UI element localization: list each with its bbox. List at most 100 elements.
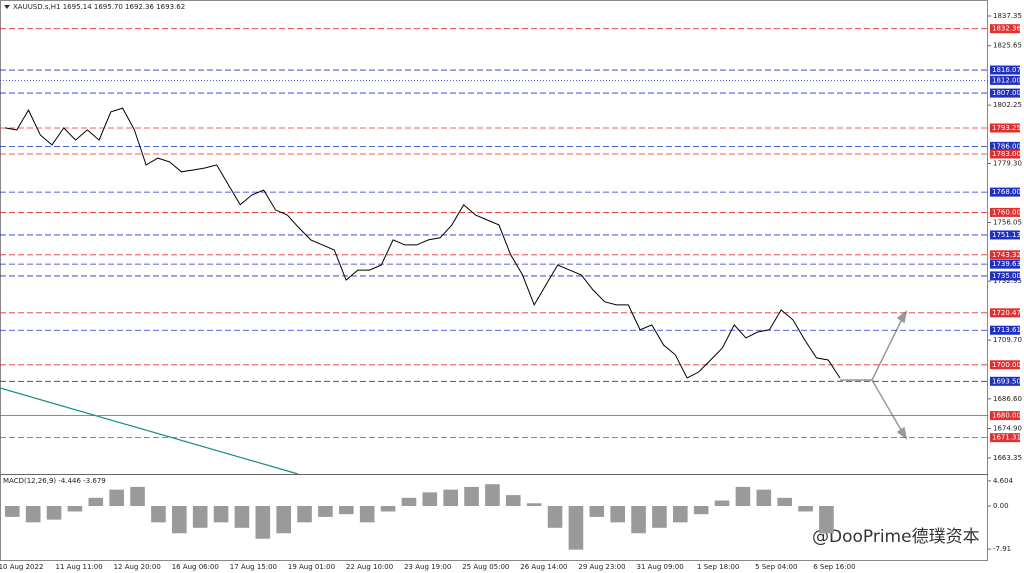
level-label-bg: [990, 250, 1020, 260]
macd-bar: [255, 506, 271, 539]
trend-line: [0, 387, 299, 475]
y-tick-label: 1756.05: [993, 218, 1022, 226]
macd-bar: [25, 506, 41, 523]
macd-bar: [151, 506, 166, 523]
x-tick-label: 29 Aug 23:00: [578, 563, 625, 571]
watermark: @DooPrime德璞资本: [812, 527, 980, 547]
macd-bar: [109, 489, 124, 506]
macd-bar: [756, 489, 772, 506]
y-tick-label: 1802.25: [993, 101, 1022, 109]
level-label-bg: [990, 88, 1020, 98]
level-label-bg: [990, 141, 1020, 151]
level-label: 1671.31: [992, 434, 1021, 442]
macd-bar: [506, 495, 521, 506]
macd-bar: [422, 492, 438, 506]
x-tick-label: 5 Sep 04:00: [755, 563, 797, 571]
x-tick-label: 1 Sep 18:00: [697, 563, 739, 571]
x-tick-label: 6 Sep 16:00: [813, 563, 855, 571]
macd-bar: [485, 484, 500, 506]
y-tick-label: 1663.35: [993, 454, 1022, 462]
macd-bar: [547, 506, 563, 528]
x-tick-label: 26 Aug 14:00: [520, 563, 567, 571]
level-label-bg: [990, 433, 1020, 443]
level-label: 1768.00: [992, 188, 1021, 196]
macd-bar: [172, 506, 187, 534]
chart-title: XAUUSD.s,H1 1695.14 1695.70 1692.36 1693…: [13, 3, 185, 11]
y-tick-label: 1709.70: [993, 336, 1022, 344]
level-label: 1832.36: [992, 25, 1021, 33]
level-label: 1807.00: [992, 89, 1021, 97]
macd-bar: [777, 497, 792, 506]
x-tick-label: 25 Aug 05:00: [462, 563, 509, 571]
level-label-bg: [990, 187, 1020, 197]
macd-bar: [130, 486, 145, 506]
level-label-bg: [990, 259, 1020, 269]
macd-bar: [88, 497, 104, 506]
macd-bar: [380, 506, 396, 512]
x-tick-label: 10 Aug 2022: [0, 563, 43, 571]
macd-bar: [234, 506, 250, 528]
y-tick-label: 0.00: [993, 502, 1009, 510]
level-label-bg: [990, 65, 1020, 75]
macd-bar: [610, 506, 625, 523]
level-label-bg: [990, 75, 1020, 85]
macd-bar: [464, 486, 479, 506]
macd-bar: [213, 506, 229, 523]
macd-title: MACD(12,26,9) -4.446 -3.679: [3, 477, 106, 485]
y-tick-label: 1732.95: [993, 277, 1022, 285]
level-label-bg: [990, 149, 1020, 159]
macd-bar: [631, 506, 646, 534]
macd-bar: [819, 506, 834, 534]
y-tick-label: -7.91: [993, 545, 1011, 553]
level-label: 1760.00: [992, 208, 1021, 216]
y-tick-label: 1837.35: [993, 12, 1022, 20]
macd-bar: [589, 506, 605, 517]
x-tick-label: 11 Aug 11:00: [55, 563, 102, 571]
level-label-bg: [990, 411, 1020, 421]
macd-bar: [693, 506, 709, 515]
macd-bar: [297, 506, 312, 523]
level-label-bg: [990, 207, 1020, 217]
macd-bar: [673, 506, 688, 523]
macd-bar: [192, 506, 208, 528]
y-tick-label: 1779.30: [993, 159, 1022, 167]
price-line: [4, 107, 841, 379]
level-label: 1793.25: [992, 124, 1021, 132]
y-tick-label: 1674.90: [993, 425, 1022, 433]
macd-bar: [526, 503, 542, 506]
level-label: 1812.00: [992, 76, 1021, 84]
x-tick-label: 12 Aug 20:00: [114, 563, 161, 571]
macd-bar: [652, 506, 667, 528]
level-label: 1816.07: [992, 66, 1021, 74]
x-tick-label: 23 Aug 19:00: [404, 563, 451, 571]
x-tick-label: 16 Aug 06:00: [172, 563, 219, 571]
macd-bar: [5, 506, 20, 517]
level-label-bg: [990, 24, 1020, 34]
macd-bar: [735, 486, 751, 506]
level-label-bg: [990, 230, 1020, 240]
level-label-bg: [990, 308, 1020, 318]
level-label-bg: [990, 360, 1020, 370]
level-label-bg: [990, 271, 1020, 281]
y-tick-label: 4.604: [993, 477, 1014, 485]
level-label: 1743.32: [992, 251, 1021, 259]
y-tick-label: 1825.65: [993, 42, 1022, 50]
projection-arrows: [840, 310, 908, 440]
macd-bar: [714, 500, 730, 506]
menu-arrow: [4, 5, 10, 9]
level-label: 1680.00: [992, 412, 1021, 420]
level-label: 1700.00: [992, 361, 1021, 369]
macd-bar: [568, 506, 584, 550]
level-label-bg: [990, 325, 1020, 335]
level-label: 1783.00: [992, 150, 1021, 158]
macd-bar: [46, 506, 62, 520]
level-label: 1739.63: [992, 260, 1021, 268]
macd-bar: [318, 506, 333, 517]
y-tick-label: 1686.60: [993, 395, 1022, 403]
x-tick-label: 17 Aug 15:00: [230, 563, 277, 571]
level-label: 1720.47: [992, 309, 1021, 317]
x-tick-label: 19 Aug 01:00: [288, 563, 335, 571]
macd-bar: [443, 489, 458, 506]
macd-bar: [798, 506, 813, 512]
